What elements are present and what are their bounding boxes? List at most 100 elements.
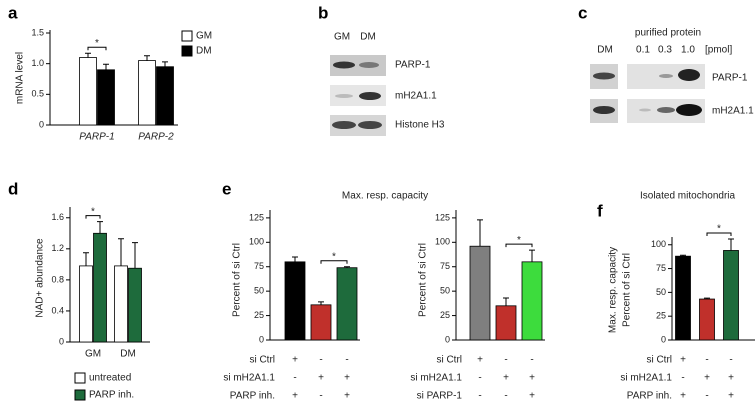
condition-sign: + [529,391,535,402]
legend-swatch [74,372,86,384]
y-tick-label: 75 [254,261,264,271]
condition-sign: + [292,355,298,366]
error-bar [529,249,535,262]
condition-sign: - [293,373,296,384]
y-tick-label: 0 [259,334,264,344]
bar [284,261,306,341]
condition-sign: + [292,391,298,402]
error-bar [704,297,710,300]
y-tick-label: 0.5 [31,89,44,99]
condition-sign: - [504,355,507,366]
condition-sign: - [319,391,322,402]
significance-bracket [706,232,732,237]
condition-sign: + [344,373,350,384]
condition-sign: + [704,373,710,384]
legend-swatch [181,30,193,42]
y-tick-label: 0 [39,119,44,129]
significance-bracket [320,260,348,264]
condition-sign: - [705,391,708,402]
y-tick-label: 1.5 [31,27,44,37]
bar [336,267,358,341]
condition-sign: - [319,355,322,366]
y-axis-label: Percent of si Ctrl [232,243,243,317]
condition-sign: + [503,373,509,384]
chart-title: Isolated mitochondria [640,191,735,202]
condition-sign: + [680,391,686,402]
bar [79,57,97,126]
condition-sign: + [680,355,686,366]
y-axis-label: Max. resp. capacity [608,247,619,333]
significance-label: * [91,206,95,217]
bar [723,250,739,341]
lane-label: 0.3 [658,45,672,56]
row-label: mH2A1.1 [712,106,754,117]
error-bar [344,266,350,268]
bar [97,69,115,126]
y-tick-label: 50 [254,286,264,296]
y-tick-label: 25 [440,310,450,320]
error-bar [144,55,150,61]
error-bar [318,301,324,305]
significance-label: * [517,235,521,246]
condition-sign: - [681,373,684,384]
bar [138,60,156,126]
unit-label: [pmol] [705,45,732,56]
significance-label: * [332,251,336,262]
significance-bracket [505,243,533,248]
legend-label: GM [196,31,212,42]
y-tick-label: 0 [59,336,64,346]
bar [699,298,715,341]
condition-label: si Ctrl [249,355,275,366]
row-label: PARP-1 [712,73,748,84]
condition-sign: + [477,355,483,366]
bar [128,267,142,343]
panel-label: e [222,179,231,198]
error-bar [680,254,686,257]
error-bar [103,63,109,70]
condition-label: PARP inh. [627,391,672,402]
row-label: PARP-1 [395,60,431,71]
error-bar [132,242,138,269]
lane-label: GM [334,32,350,43]
significance-bracket [87,46,107,51]
condition-sign: - [345,355,348,366]
x-tick-label: PARP-1 [79,132,114,143]
y-tick-label: 50 [440,286,450,296]
y-tick-label: 25 [656,311,666,321]
legend-swatch [74,389,86,401]
y-tick-label: 1.0 [31,58,44,68]
condition-label: PARP inh. [230,391,275,402]
bar [79,265,93,343]
panel-label: b [318,3,328,22]
condition-sign: - [530,355,533,366]
condition-label: si Ctrl [436,355,462,366]
y-axis-label: NAD+ abundance [35,238,46,318]
bar [675,255,691,341]
error-bar [85,52,91,58]
blot-image [330,55,386,136]
error-bar [503,297,509,306]
condition-sign: - [729,355,732,366]
y-tick-label: 75 [440,261,450,271]
condition-label: si mH2A1.1 [620,373,672,384]
bar [469,245,491,341]
y-tick-label: 0 [445,334,450,344]
bar [93,232,107,343]
significance-label: * [717,224,721,235]
y-tick-label: 0.8 [51,274,64,284]
legend-label: DM [196,46,212,57]
bar [156,66,174,126]
lane-label: DM [597,45,613,56]
y-tick-label: 1.6 [51,212,64,222]
legend-label: untreated [89,373,131,384]
y-tick-label: 1.2 [51,243,64,253]
y-tick-label: 125 [435,212,450,222]
condition-sign: + [728,373,734,384]
error-bar [118,238,124,266]
condition-sign: + [529,373,535,384]
y-tick-label: 0.4 [51,305,64,315]
chart-title: Max. resp. capacity [342,191,428,202]
error-bar [97,221,103,234]
